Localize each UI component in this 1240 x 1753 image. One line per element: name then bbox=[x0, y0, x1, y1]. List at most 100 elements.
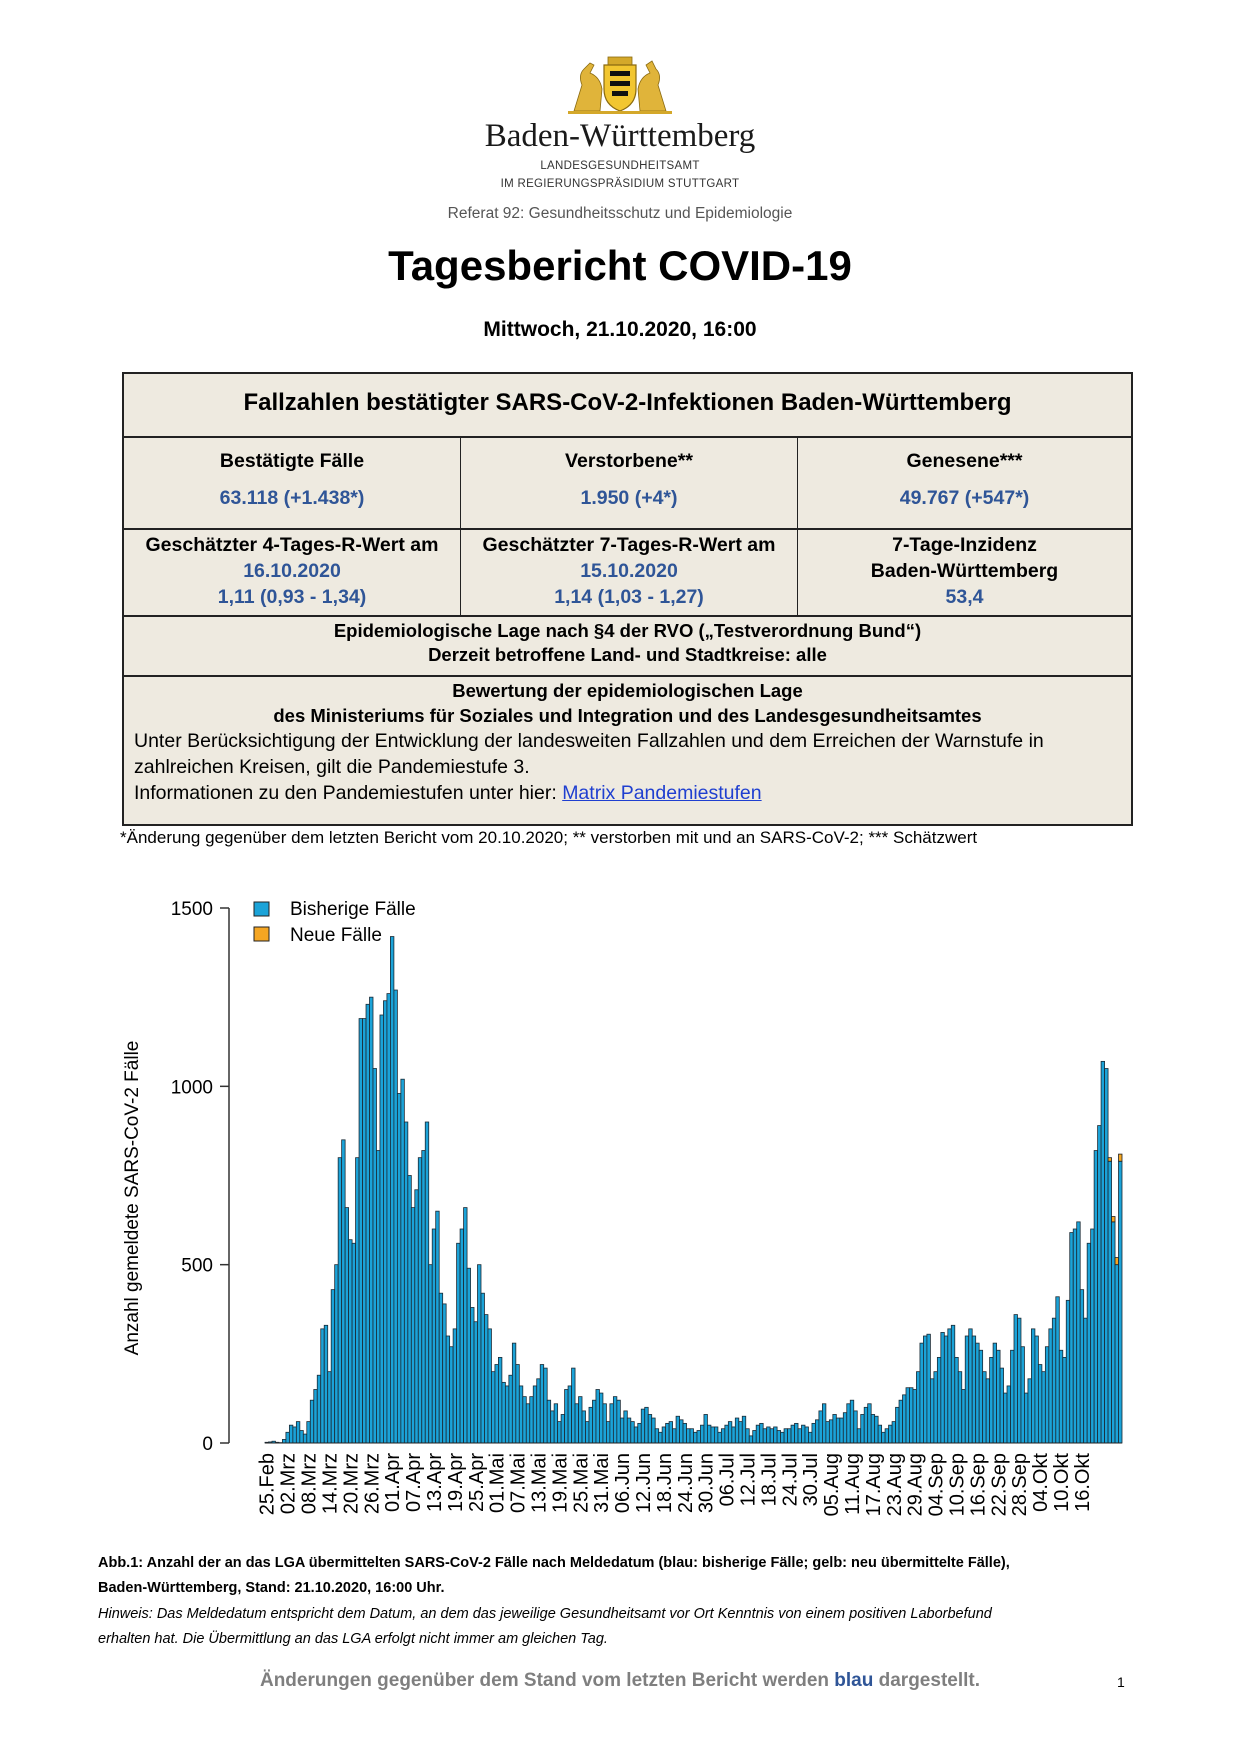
bar-previous-cases bbox=[1048, 1328, 1053, 1444]
pandemic-matrix-link[interactable]: Matrix Pandemiestufen bbox=[562, 782, 762, 804]
bar-previous-cases bbox=[766, 1426, 771, 1444]
bar-previous-cases bbox=[794, 1422, 799, 1444]
bar-previous-cases bbox=[557, 1421, 562, 1444]
bar-previous-cases bbox=[623, 1410, 628, 1444]
x-tick-label: 19.Mai bbox=[549, 1453, 571, 1513]
bar-new-cases bbox=[1114, 1257, 1119, 1266]
incidence-label-2: Baden-Württemberg bbox=[870, 560, 1059, 582]
bar-previous-cases bbox=[668, 1421, 673, 1444]
bar-previous-cases bbox=[689, 1428, 694, 1444]
bar-previous-cases bbox=[961, 1389, 966, 1444]
bar-previous-cases bbox=[536, 1378, 541, 1444]
x-tick-label: 06.Jun bbox=[612, 1453, 634, 1513]
bar-previous-cases bbox=[491, 1371, 496, 1444]
x-tick-label: 06.Jul bbox=[717, 1453, 739, 1506]
bar-previous-cases bbox=[738, 1421, 743, 1444]
bar-previous-cases bbox=[783, 1428, 788, 1444]
bar-previous-cases bbox=[808, 1431, 813, 1444]
x-tick-label: 07.Apr bbox=[403, 1453, 425, 1512]
bar-previous-cases bbox=[985, 1378, 991, 1444]
bar-previous-cases bbox=[369, 996, 374, 1444]
y-tick-label: 0 bbox=[202, 1434, 213, 1455]
bar-previous-cases bbox=[383, 1000, 388, 1444]
bar-previous-cases bbox=[1051, 1317, 1057, 1444]
bar-previous-cases bbox=[585, 1421, 590, 1444]
bar-previous-cases bbox=[832, 1414, 837, 1444]
x-tick-label: 24.Jul bbox=[779, 1453, 801, 1506]
bar-previous-cases bbox=[337, 1157, 343, 1444]
bar-previous-cases bbox=[501, 1381, 506, 1444]
bar-previous-cases bbox=[299, 1430, 304, 1444]
bar-previous-cases bbox=[525, 1403, 531, 1444]
bar-previous-cases bbox=[400, 1078, 405, 1444]
x-tick-label: 02.Mrz bbox=[278, 1453, 300, 1514]
bar-previous-cases bbox=[971, 1335, 977, 1444]
bar-previous-cases bbox=[1100, 1060, 1105, 1444]
bar-previous-cases bbox=[846, 1403, 851, 1444]
bar-previous-cases bbox=[954, 1356, 959, 1444]
bar-previous-cases bbox=[393, 989, 398, 1444]
bar-previous-cases bbox=[992, 1342, 997, 1444]
bar-previous-cases bbox=[929, 1378, 935, 1444]
bar-previous-cases bbox=[769, 1428, 775, 1444]
legend-swatch-bisherige bbox=[253, 901, 270, 917]
bar-previous-cases bbox=[295, 1421, 301, 1444]
x-tick-label: 10.Okt bbox=[1051, 1453, 1073, 1512]
assessment-text-3: Informationen zu den Pandemiestufen unte… bbox=[134, 782, 563, 804]
bar-previous-cases bbox=[539, 1364, 545, 1444]
x-tick-label: 17.Aug bbox=[863, 1453, 885, 1516]
x-tick-label: 18.Jun bbox=[654, 1453, 676, 1513]
bar-previous-cases bbox=[881, 1431, 886, 1444]
confirmed-value: 63.118 (+1.438*) bbox=[219, 487, 365, 509]
figure-note-1: Hinweis: Das Meldedatum entspricht dem D… bbox=[98, 1606, 992, 1622]
summary-table: Fallzahlen bestätigter SARS-CoV-2-Infekt… bbox=[122, 372, 1133, 826]
bar-previous-cases bbox=[445, 1335, 451, 1444]
bar-previous-cases bbox=[564, 1389, 569, 1444]
x-tick-label: 08.Mrz bbox=[299, 1453, 321, 1514]
assessment-section: Bewertung der epidemiologischen Lage des… bbox=[124, 677, 1131, 824]
report-date: Mittwoch, 21.10.2020, 16:00 bbox=[483, 318, 757, 341]
bar-previous-cases bbox=[592, 1399, 597, 1444]
recovered-cell: Genesene*** 49.767 (+547*) bbox=[798, 438, 1131, 528]
x-tick-label: 13.Mai bbox=[528, 1453, 550, 1513]
bar-previous-cases bbox=[682, 1422, 687, 1444]
bar-previous-cases bbox=[996, 1349, 1001, 1444]
footer-text-after: dargestellt. bbox=[873, 1670, 981, 1691]
x-tick-label: 22.Sep bbox=[988, 1453, 1010, 1516]
x-tick-label: 16.Sep bbox=[967, 1453, 989, 1516]
bar-previous-cases bbox=[431, 1228, 437, 1444]
bar-previous-cases bbox=[1010, 1349, 1015, 1444]
bar-previous-cases bbox=[741, 1415, 747, 1444]
bar-previous-cases bbox=[884, 1428, 889, 1444]
bar-previous-cases bbox=[745, 1428, 750, 1444]
bar-previous-cases bbox=[386, 993, 391, 1444]
bar-previous-cases bbox=[877, 1424, 883, 1444]
bar-previous-cases bbox=[463, 1207, 468, 1444]
bar-previous-cases bbox=[658, 1431, 663, 1444]
bar-previous-cases bbox=[1114, 1264, 1119, 1444]
bar-previous-cases bbox=[306, 1421, 311, 1444]
x-tick-label: 16.Okt bbox=[1072, 1453, 1094, 1512]
bar-previous-cases bbox=[759, 1422, 764, 1444]
bar-previous-cases bbox=[1041, 1371, 1046, 1444]
bar-previous-cases bbox=[574, 1403, 579, 1444]
bar-previous-cases bbox=[1107, 1160, 1112, 1444]
x-tick-label: 24.Jun bbox=[675, 1453, 697, 1513]
bar-previous-cases bbox=[421, 1150, 426, 1444]
legend-label-bisherige: Bisherige Fälle bbox=[290, 899, 416, 920]
bar-previous-cases bbox=[1065, 1299, 1071, 1444]
bar-previous-cases bbox=[926, 1333, 931, 1444]
bar-previous-cases bbox=[410, 1207, 416, 1444]
bar-previous-cases bbox=[553, 1403, 559, 1444]
bar-previous-cases bbox=[1111, 1221, 1116, 1444]
coat-of-arms-icon bbox=[568, 56, 672, 114]
bar-previous-cases bbox=[895, 1406, 900, 1444]
bar-previous-cases bbox=[619, 1417, 625, 1444]
bar-previous-cases bbox=[376, 1150, 381, 1444]
bar-previous-cases bbox=[975, 1342, 980, 1444]
bar-previous-cases bbox=[302, 1433, 308, 1444]
bar-previous-cases bbox=[1104, 1068, 1109, 1444]
assessment-heading-1: Bewertung der epidemiologischen Lage bbox=[452, 680, 803, 701]
bar-previous-cases bbox=[334, 1264, 339, 1444]
bar-previous-cases bbox=[309, 1399, 315, 1444]
